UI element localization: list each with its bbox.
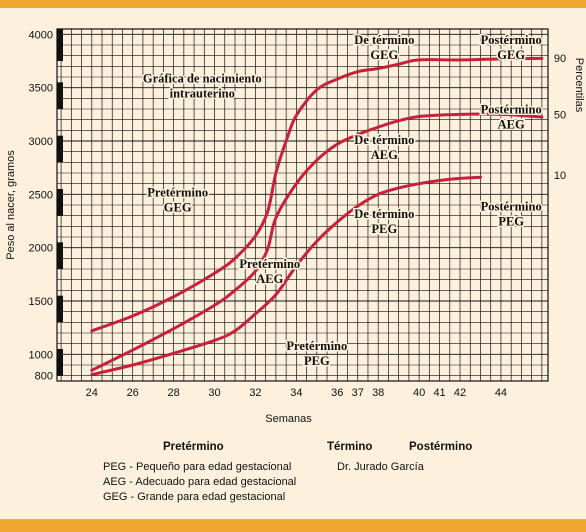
y-axis-title: Peso al nacer, gramos [5,150,17,260]
legend-definition-geg: GEG - Grande para edad gestacional [103,491,286,503]
x-tick-label: 30 [208,387,220,399]
region-label: PEG [304,354,330,368]
y-tick-label: 3500 [29,83,53,95]
scale-band-block [57,135,63,163]
region-label: GEG [497,48,525,62]
x-tick-label: 26 [127,387,139,399]
x-tick-label: 32 [249,387,261,399]
region-label: AEG [498,117,525,131]
y-tick-label: 2000 [29,243,53,255]
region-label: De término [354,33,414,47]
x-tick-label: 41 [433,387,445,399]
region-label: AEG [256,272,283,286]
bottom-accent-bar [0,519,586,532]
x-tick-label: 38 [372,387,384,399]
legend-period-term: Término [327,441,373,453]
percentile-curve-90 [90,56,544,333]
top-accent-bar [0,0,586,8]
region-label: intrauterino [170,86,235,100]
legend-definition-aeg: AEG - Adecuado para edad gestacional [103,476,297,488]
scale-band-block [57,242,63,269]
legend-definition-peg: PEG - Pequeño para edad gestacional [103,461,292,473]
scale-band-block [57,295,63,323]
region-label: AEG [371,148,398,162]
percentile-curve-50 [90,112,544,372]
scale-band-block [57,82,63,109]
x-tick-label: 44 [495,387,507,399]
x-tick-label: 40 [413,387,425,399]
y-tick-label: 2500 [29,189,53,201]
percentile-tick-label: 50 [554,109,566,121]
x-tick-label: 36 [331,387,343,399]
region-label: De término [354,133,414,147]
region-label: PEG [371,222,397,236]
legend-period-preterm: Pretérmino [163,441,224,453]
scale-band-block [57,349,63,376]
region-label: Pretérmino [147,185,208,199]
x-tick-label: 24 [86,387,98,399]
region-label: Postérmino [481,33,542,47]
region-label: PEG [498,214,524,228]
region-label: Pretérmino [239,257,300,271]
y-tick-label: 1000 [29,349,53,361]
region-label: Postérmino [481,102,542,116]
growth-chart: 800 1000 1500 2000 2500 3000 3500 4000 24 26 28 30 3… [5,28,585,425]
percentile-tick-label: 90 [554,53,566,65]
region-label: Gráfica de nacimiento [143,71,262,85]
author-credit: Dr. Jurado García [337,461,424,473]
percentile-curve-10 [90,175,482,377]
y2-axis-title: Percentilas [573,58,585,113]
y-tick-label: 1500 [29,296,53,308]
y-tick-label: 3000 [29,136,53,148]
x-axis-title: Semanas [265,413,312,425]
x-tick-label: 42 [454,387,466,399]
percentile-tick-label: 10 [554,170,566,182]
y-tick-label: 800 [35,371,53,383]
x-tick-label: 28 [167,387,179,399]
region-label: GEG [370,48,398,62]
scale-band-block [57,189,63,216]
legend-period-postterm: Postérmino [409,441,473,453]
region-label: Postérmino [481,199,542,213]
region-label: De término [354,207,414,221]
x-tick-label: 34 [290,387,302,399]
y-tick-label: 4000 [29,29,53,41]
region-label: GEG [164,200,192,214]
region-label: Pretérmino [286,339,347,353]
x-tick-label: 37 [352,387,364,399]
scale-band-block [57,34,63,61]
